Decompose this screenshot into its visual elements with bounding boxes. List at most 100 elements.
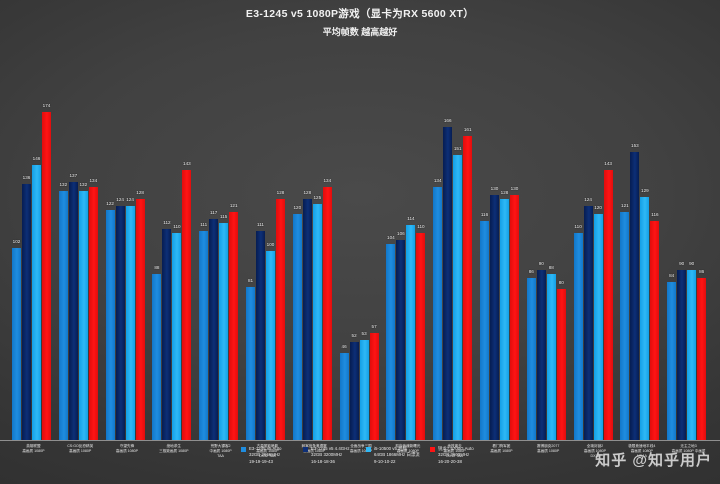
bar-value-label: 116 [480, 212, 489, 218]
bar: 90 [536, 261, 546, 440]
bar-value-label: 146 [32, 155, 41, 161]
bar-value-label: 143 [604, 161, 612, 167]
bar-value-label: 81 [247, 278, 254, 284]
bar: 130 [490, 186, 499, 440]
bar-value-label: 128 [500, 189, 509, 195]
bar-value-label: 110 [173, 223, 181, 229]
bar-value-label: 121 [621, 202, 629, 208]
bar-group: 116 130 128 130 [480, 46, 519, 440]
chart-legend: E3-1245 v5 Auto 32GB 2666MHz 19-19-19-43… [0, 444, 720, 478]
bar-value-label: 161 [463, 127, 472, 133]
x-axis-tick-labels: 英雄联盟 高画质 1080P CS:GO反恐精英 高画质 1080P 守望先锋 高画… [0, 444, 720, 484]
bar-value-label: 52 [351, 332, 357, 338]
legend-item[interactable]: 锐龙7 5700G Auto 32GB 3600MHz 16-20-20-38 [430, 446, 474, 465]
bar-group: 134 166 151 161 [433, 46, 473, 440]
x-tick-label: 荒野大镖客2 中画质 1080P TAA [209, 444, 232, 459]
bar: 128 [276, 190, 285, 440]
bar: 116 [480, 212, 489, 440]
bar: 100 [266, 242, 275, 440]
bar-group: 86 90 88 80 [526, 46, 566, 440]
bar-value-label: 134 [323, 178, 332, 184]
bar-value-label: 124 [126, 197, 134, 203]
bar-value-label: 174 [42, 102, 51, 108]
bar: 143 [603, 161, 613, 440]
bar: 125 [312, 195, 322, 440]
bar: 110 [416, 224, 426, 440]
bar-value-label: 88 [548, 265, 554, 271]
bar: 110 [573, 224, 583, 440]
bar-value-label: 53 [361, 331, 367, 337]
bar: 52 [349, 333, 359, 440]
bar-value-label: 137 [69, 172, 78, 178]
bar-value-label: 124 [584, 197, 592, 203]
bar-group: 81 111 100 128 [246, 46, 285, 440]
bar-value-label: 122 [106, 200, 114, 206]
bar: 132 [58, 182, 68, 440]
bar-value-label: 134 [433, 178, 442, 184]
bar-value-label: 111 [257, 221, 264, 227]
bar: 114 [406, 216, 416, 440]
bar-value-label: 120 [594, 204, 602, 210]
bar: 130 [510, 186, 519, 440]
bar-value-label: 106 [397, 231, 405, 237]
bar: 111 [256, 222, 265, 440]
legend-color-swatch [241, 447, 246, 452]
bar: 90 [687, 261, 697, 440]
bar-value-label: 132 [79, 182, 88, 188]
bar-value-label: 102 [12, 238, 21, 244]
legend-label: 锐龙7 5700G Auto 32GB 3600MHz 16-20-20-38 [438, 446, 474, 464]
bar: 117 [209, 210, 219, 440]
bar-group: 84 90 90 86 [667, 46, 707, 440]
bar-group: 46 52 53 57 [339, 46, 379, 440]
x-tick-label: 看门狗军团 高画质 1080P [490, 444, 513, 454]
legend-item[interactable]: i5-10500 v5 超频 64GB 1866MHz 白漂流 9-10-10-… [366, 446, 420, 465]
bar-value-label: 104 [387, 234, 395, 240]
bar: 86 [697, 269, 707, 440]
bar-group: 132 137 132 134 [58, 46, 98, 440]
bar-value-label: 110 [574, 223, 582, 229]
bar-value-label: 90 [679, 261, 685, 267]
bar-value-label: 153 [631, 142, 639, 148]
bar: 88 [546, 265, 556, 440]
legend-item[interactable]: E3-1245 v5 Auto 32GB 2666MHz 19-19-19-43 [241, 446, 281, 465]
bar-group: 120 128 125 134 [292, 46, 332, 440]
bar: 110 [172, 224, 182, 440]
bar: 106 [396, 231, 406, 440]
bar: 137 [68, 173, 78, 440]
x-tick-label: 无主之地3 高画质 1080P 中画质 [671, 444, 706, 454]
bar-group: 122 124 124 128 [105, 46, 145, 440]
bar-value-label: 46 [341, 344, 347, 350]
bar-value-label: 120 [293, 204, 302, 210]
bar: 112 [162, 220, 172, 440]
chart-title: E3-1245 v5 1080P游戏（显卡为RX 5600 XT） [245, 8, 475, 20]
bar-value-label: 116 [651, 212, 659, 218]
bar-value-label: 134 [89, 178, 98, 184]
bar: 46 [339, 344, 349, 440]
bar-value-label: 90 [689, 261, 695, 267]
bar-value-label: 128 [136, 189, 144, 195]
bar: 166 [443, 118, 453, 440]
bar: 80 [556, 280, 566, 440]
bar: 115 [219, 214, 229, 440]
bar: 134 [433, 178, 443, 440]
x-tick-label: 全境封锁2 高画质 1080P DX12 [583, 444, 607, 459]
bar: 151 [453, 146, 463, 440]
bar-value-label: 121 [229, 202, 238, 208]
legend-item[interactable]: E3-1245 v5 4.4GHz 32GB 3200MHz 16-18-18-… [303, 446, 350, 465]
bar-value-label: 128 [276, 189, 285, 195]
bar-value-label: 124 [116, 197, 124, 203]
bar: 124 [583, 197, 593, 440]
legend-color-swatch [430, 447, 435, 452]
bar-value-label: 57 [371, 323, 377, 329]
bar: 120 [292, 205, 302, 440]
x-tick-label: 地铁离去 高画质 1080P DX12 TAA [443, 444, 466, 459]
bar-group: 102 136 146 174 [12, 46, 51, 440]
bar: 122 [105, 201, 115, 440]
bar: 134 [88, 178, 98, 440]
bar-value-label: 136 [22, 174, 31, 180]
bar: 128 [135, 190, 145, 440]
bar-value-label: 130 [490, 185, 499, 191]
bar: 104 [386, 235, 396, 440]
bar: 124 [115, 197, 125, 440]
legend-color-swatch [366, 447, 371, 452]
